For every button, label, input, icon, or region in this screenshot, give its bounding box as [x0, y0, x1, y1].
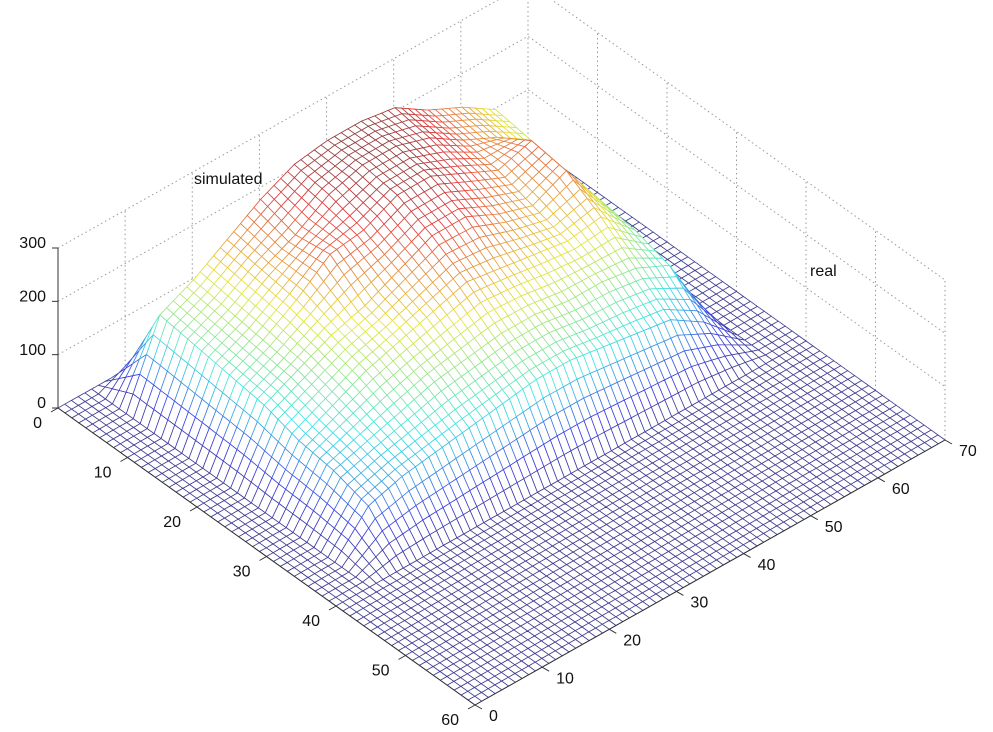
z-tick-label: 300	[19, 235, 46, 252]
x-tick	[259, 556, 267, 561]
y-tick-label: 0	[489, 708, 498, 725]
y-tick	[743, 553, 751, 559]
y-tick	[541, 666, 550, 672]
x-tick-label: 20	[163, 514, 181, 531]
x-tick	[189, 506, 198, 512]
x-tick-label: 0	[33, 415, 42, 432]
y-tick-label: 30	[690, 595, 708, 612]
x-tick-label: 40	[302, 613, 320, 630]
surface	[57, 106, 946, 706]
y-tick-label: 20	[623, 633, 641, 650]
z-tick-label: 0	[37, 395, 46, 412]
annotation: real	[810, 263, 837, 280]
x-tick	[50, 407, 59, 413]
x-tick-label: 10	[94, 465, 112, 482]
y-tick-label: 40	[758, 557, 776, 574]
z-tick-label: 200	[19, 289, 46, 306]
y-tick	[944, 439, 953, 445]
x-tick	[120, 457, 128, 462]
x-tick	[328, 605, 337, 611]
y-tick	[474, 704, 483, 710]
x-tick-label: 60	[441, 712, 459, 729]
y-tick-label: 10	[556, 670, 574, 687]
axis-line	[474, 439, 946, 706]
axes: 0 10 20 30 40 50 60 0 10 20 30 40 50 60 70 0 100 200 300 si…	[19, 171, 977, 729]
y-tick	[810, 515, 818, 521]
y-tick	[877, 477, 886, 483]
y-tick-label: 50	[825, 519, 843, 536]
x-tick-label: 50	[372, 663, 390, 680]
x-tick	[467, 704, 476, 710]
z-tick-label: 100	[19, 342, 46, 359]
annotation: simulated	[194, 171, 262, 188]
y-tick-label: 70	[959, 443, 977, 460]
y-tick-label: 60	[892, 481, 910, 498]
y-tick	[609, 628, 617, 634]
x-tick	[398, 655, 406, 660]
x-tick-label: 30	[233, 564, 251, 581]
y-tick	[676, 590, 684, 596]
